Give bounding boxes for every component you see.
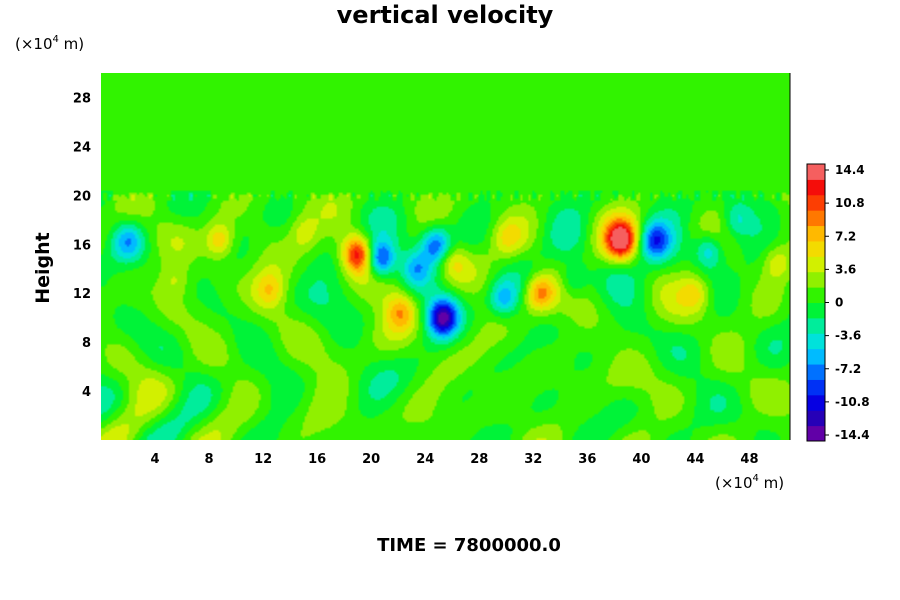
x-tick-label: 16	[308, 452, 326, 467]
y-tick-label: 16	[73, 238, 91, 253]
colorbar-segment	[807, 194, 825, 211]
y-tick-label: 8	[82, 336, 91, 351]
plot-area	[101, 73, 791, 440]
colorbar-segment	[807, 364, 825, 380]
colorbar-segment	[807, 348, 825, 365]
colorbar-tick-label: -14.4	[835, 428, 870, 442]
colorbar-segment	[807, 287, 825, 303]
x-tick-label: 40	[632, 452, 650, 467]
y-tick-label: 12	[73, 287, 91, 302]
colorbar-tick-label: 3.6	[835, 262, 856, 276]
x-tick-label: 44	[686, 452, 704, 467]
colorbar-tick-label: -7.2	[835, 362, 861, 376]
x-tick-label: 28	[470, 452, 488, 467]
y-tick-label: 24	[73, 140, 91, 155]
x-tick-label: 36	[578, 452, 596, 467]
x-tick-label: 32	[524, 452, 542, 467]
colorbar-segment	[807, 333, 825, 350]
x-tick-label: 48	[740, 452, 758, 467]
colorbar-segment	[807, 271, 825, 288]
colorbar-segment	[807, 210, 825, 227]
velocity-field	[101, 73, 790, 440]
colorbar-segment	[807, 256, 825, 273]
colorbar-tick-label: 0	[835, 296, 843, 310]
colorbar-segment	[807, 302, 825, 319]
x-tick-label: 4	[151, 452, 160, 467]
x-tick-label: 8	[205, 452, 214, 467]
time-label: TIME = 7800000.0	[377, 535, 561, 556]
colorbar-segment	[807, 379, 825, 396]
y-tick-label: 4	[82, 385, 91, 400]
x-tick-label: 20	[362, 452, 380, 467]
x-tick-labels: 4 8 12 16 20 24 28 32 36 40 44 48	[151, 452, 759, 467]
y-tick-label: 20	[73, 189, 91, 204]
x-tick-label: 24	[416, 452, 434, 467]
y-tick-label: 28	[73, 91, 91, 106]
colorbar-tick-label: 10.8	[835, 196, 865, 210]
colorbar-tick-label: -3.6	[835, 329, 861, 343]
colorbar-segment	[807, 410, 825, 427]
colorbar-segment	[807, 240, 825, 257]
colorbar-segment	[807, 425, 825, 442]
colorbar-segment	[807, 225, 825, 242]
colorbar-segment	[807, 179, 825, 196]
colorbar-tick-label: -10.8	[835, 395, 870, 409]
chart-title: vertical velocity	[337, 1, 554, 29]
colorbar-tick-label: 7.2	[835, 229, 856, 243]
colorbar-tick-labels: 14.4 10.8 7.2 3.6 0 -3.6 -7.2 -10.8 -14.4	[825, 163, 870, 442]
y-tick-labels: 4 8 12 16 20 24 28	[73, 91, 91, 400]
x-tick-label: 12	[254, 452, 272, 467]
y-unit-label: (×104 m)	[15, 34, 84, 53]
colorbar-segment	[807, 394, 825, 411]
colorbar	[806, 163, 826, 442]
colorbar-segment	[807, 164, 825, 180]
colorbar-tick-label: 14.4	[835, 163, 865, 177]
y-axis-label: Height	[32, 232, 54, 304]
colorbar-segment	[807, 317, 825, 334]
x-unit-label: (×104 m)	[715, 473, 784, 492]
